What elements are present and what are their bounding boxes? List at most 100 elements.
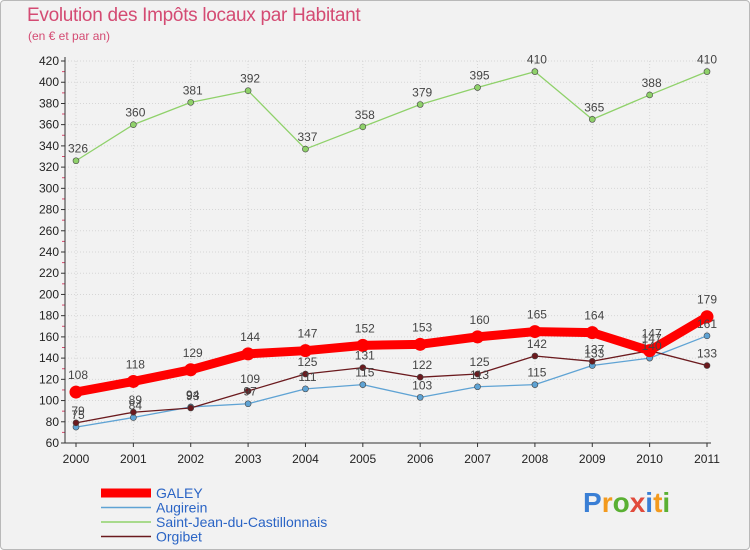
y-tick-label: 400 bbox=[39, 75, 59, 89]
data-label-orgibet: 122 bbox=[412, 358, 432, 372]
data-label-augirein: 115 bbox=[355, 366, 374, 380]
y-tick-labels: 60 80 100 120 140 160 180 200 220 240 260 280 300 320… bbox=[39, 54, 59, 450]
data-label-saint-jean-du-castillonnais: 358 bbox=[355, 108, 375, 122]
logo-letter: t bbox=[653, 487, 663, 518]
legend-label-galey: GALEY bbox=[156, 485, 203, 501]
series-line-galey bbox=[71, 312, 712, 397]
data-label-orgibet: 133 bbox=[697, 347, 717, 361]
y-tick-label: 360 bbox=[39, 118, 59, 132]
logo-letter: r bbox=[601, 487, 613, 518]
x-tick-label: 2011 bbox=[694, 452, 720, 466]
point-saint-jean-du-castillonnais bbox=[416, 101, 424, 108]
point-saint-jean-du-castillonnais bbox=[187, 99, 195, 106]
data-label-augirein: 113 bbox=[470, 368, 489, 382]
data-label-saint-jean-du-castillonnais: 365 bbox=[584, 100, 604, 114]
grid-lines bbox=[65, 60, 708, 444]
data-label-orgibet: 137 bbox=[584, 342, 604, 356]
point-saint-jean-du-castillonnais bbox=[703, 68, 711, 75]
data-label-saint-jean-du-castillonnais: 395 bbox=[470, 69, 490, 83]
x-tick-label: 2000 bbox=[63, 452, 90, 466]
y-tick-label: 140 bbox=[39, 351, 59, 365]
point-galey bbox=[356, 338, 370, 352]
point-saint-jean-du-castillonnais bbox=[244, 87, 252, 95]
chart-title: Evolution des Impôts locaux par Habitant bbox=[27, 5, 361, 26]
y-tick-label: 220 bbox=[39, 266, 59, 280]
data-label-galey: 129 bbox=[183, 346, 203, 360]
point-orgibet bbox=[531, 352, 539, 360]
point-orgibet bbox=[474, 370, 481, 378]
x-tick-label: 2009 bbox=[579, 452, 606, 466]
data-label-orgibet: 147 bbox=[642, 332, 662, 346]
point-galey bbox=[528, 325, 542, 339]
data-label-saint-jean-du-castillonnais: 388 bbox=[642, 76, 662, 90]
x-tick-label: 2001 bbox=[120, 452, 147, 466]
point-galey bbox=[413, 337, 427, 351]
data-label-galey: 144 bbox=[240, 330, 260, 344]
data-label-galey: 179 bbox=[697, 293, 717, 307]
data-label-saint-jean-du-castillonnais: 326 bbox=[68, 142, 88, 156]
axes bbox=[61, 57, 711, 447]
data-label-augirein: 111 bbox=[298, 370, 317, 384]
data-label-augirein: 97 bbox=[243, 385, 257, 399]
data-label-saint-jean-du-castillonnais: 360 bbox=[125, 106, 145, 120]
x-tick-label: 2010 bbox=[636, 452, 663, 466]
y-tick-label: 260 bbox=[39, 224, 59, 238]
point-orgibet bbox=[416, 373, 424, 381]
series-line-saint-jean-du-castillonnais bbox=[75, 70, 708, 162]
data-label-saint-jean-du-castillonnais: 392 bbox=[240, 72, 260, 86]
point-galey bbox=[471, 330, 485, 344]
legend-label-orgibet: Orgibet bbox=[156, 529, 202, 545]
point-saint-jean-du-castillonnais bbox=[646, 91, 653, 99]
data-label-orgibet: 79 bbox=[71, 404, 85, 418]
data-label-saint-jean-du-castillonnais: 410 bbox=[697, 53, 717, 67]
series-lines bbox=[71, 70, 712, 428]
y-tick-label: 100 bbox=[39, 394, 59, 408]
point-galey bbox=[126, 374, 140, 388]
point-orgibet bbox=[302, 370, 309, 378]
data-label-galey: 118 bbox=[126, 357, 145, 371]
data-label-augirein: 140 bbox=[642, 339, 662, 353]
point-saint-jean-du-castillonnais bbox=[302, 145, 309, 153]
point-augirein bbox=[703, 332, 711, 340]
data-label-orgibet: 93 bbox=[186, 389, 200, 403]
y-tick-label: 280 bbox=[39, 203, 59, 217]
data-label-galey: 165 bbox=[527, 308, 547, 322]
point-galey bbox=[700, 310, 714, 324]
point-galey bbox=[585, 326, 599, 340]
y-tick-label: 340 bbox=[39, 139, 59, 153]
point-orgibet bbox=[187, 404, 195, 412]
y-tick-label: 380 bbox=[39, 96, 59, 110]
point-saint-jean-du-castillonnais bbox=[531, 68, 539, 75]
data-label-galey: 164 bbox=[584, 309, 604, 323]
legend-label-saint-jean-du-castillonnais: Saint-Jean-du-Castillonnais bbox=[156, 514, 327, 530]
point-orgibet bbox=[588, 357, 596, 365]
y-tick-label: 300 bbox=[39, 181, 59, 195]
data-label-galey: 147 bbox=[297, 327, 317, 341]
data-label-augirein: 75 bbox=[71, 408, 85, 422]
point-augirein bbox=[474, 383, 481, 391]
data-label-orgibet: 125 bbox=[297, 355, 317, 369]
y-tick-label: 420 bbox=[39, 54, 59, 68]
y-tick-label: 200 bbox=[39, 287, 59, 301]
x-tick-label: 2002 bbox=[177, 452, 204, 466]
data-label-galey: 147 bbox=[642, 327, 662, 341]
series-line-augirein bbox=[75, 335, 708, 428]
x-tick-label: 2008 bbox=[522, 452, 549, 466]
data-labels: 326 360 381 392 337 358 379 395 410 365 388 410 75 84… bbox=[68, 53, 717, 422]
point-orgibet bbox=[244, 387, 252, 395]
data-label-galey: 108 bbox=[68, 368, 88, 382]
point-galey bbox=[69, 385, 83, 399]
data-label-orgibet: 89 bbox=[129, 393, 143, 407]
point-galey bbox=[184, 363, 198, 377]
data-label-augirein: 103 bbox=[412, 378, 432, 392]
y-tick-label: 80 bbox=[46, 415, 60, 429]
series-points bbox=[69, 68, 714, 431]
data-label-saint-jean-du-castillonnais: 381 bbox=[183, 83, 203, 97]
data-label-augirein: 84 bbox=[129, 399, 143, 413]
point-galey bbox=[643, 344, 657, 358]
point-orgibet bbox=[72, 419, 80, 427]
data-label-augirein: 133 bbox=[584, 347, 604, 361]
point-augirein bbox=[244, 400, 252, 408]
